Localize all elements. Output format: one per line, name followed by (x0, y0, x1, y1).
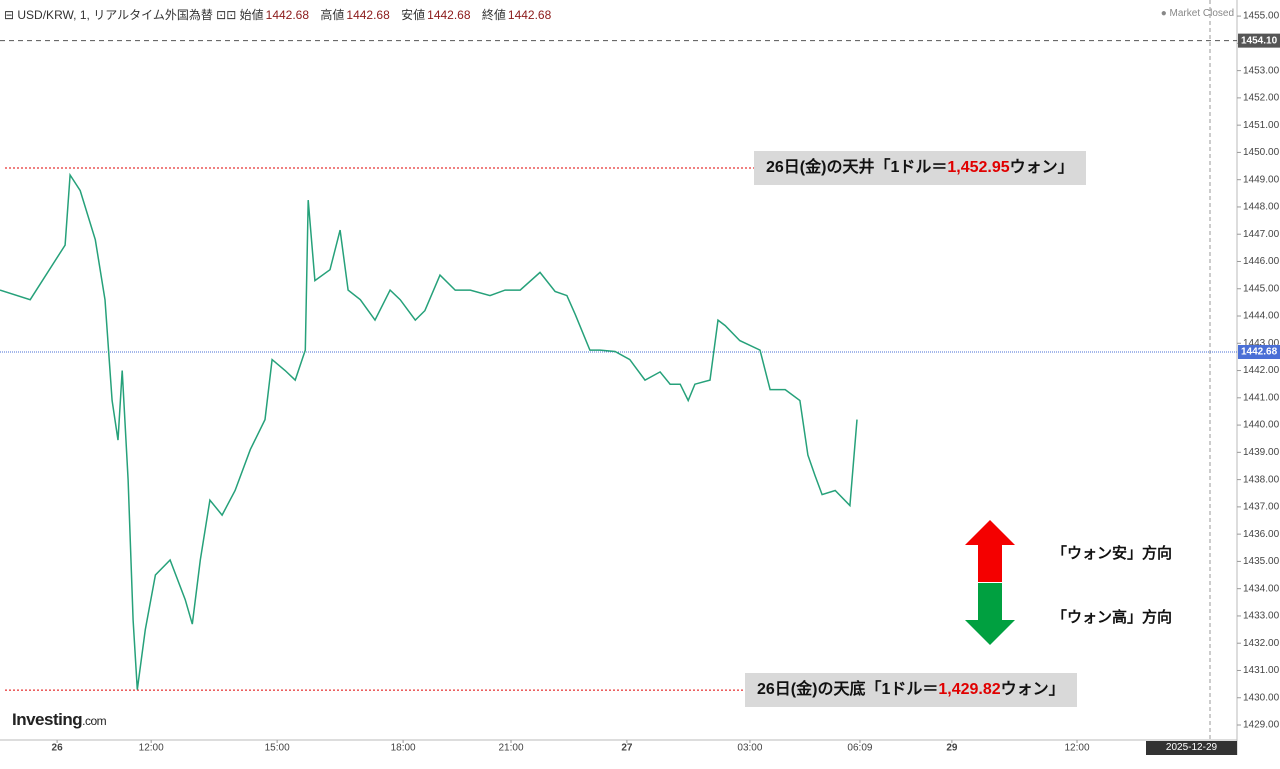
y-tick-label: 1455.00 (1243, 11, 1280, 22)
annotation-box: 26日(金)の天底「1ドル＝1,429.82ウォン」 (745, 673, 1077, 707)
x-tick-label: 12:00 (1065, 743, 1090, 754)
price-tag-label: 1442.68 (1241, 347, 1278, 358)
ohlc-label: 終値 (481, 8, 506, 22)
price-line-series (0, 172, 858, 690)
y-tick-label: 1433.00 (1243, 611, 1280, 622)
legend-up: 「ウォン安」方向 (1052, 545, 1173, 562)
y-tick-label: 1447.00 (1243, 229, 1280, 240)
legend-down: 「ウォン高」方向 (1052, 609, 1173, 626)
logo: Investing.com (12, 710, 107, 730)
price-tag (1238, 33, 1280, 48)
y-tick-label: 1435.00 (1243, 556, 1280, 567)
y-tick-label: 1449.00 (1243, 174, 1280, 185)
ohlc-value: 1442.68 (507, 8, 552, 22)
x-tick-label: 29 (946, 743, 958, 754)
y-tick-label: 1444.00 (1243, 311, 1280, 322)
header: ⊟ USD/KRW, 1, リアルタイム外国為替 ⊡⊡ 始値 1442.68 高値… (4, 8, 552, 22)
status-text: Market Closed (1169, 8, 1234, 19)
y-tick-label: 1430.00 (1243, 692, 1280, 703)
y-tick-label: 1440.00 (1243, 420, 1280, 431)
x-tick-label: 03:00 (737, 743, 762, 754)
logo-suffix: .com (82, 714, 107, 728)
x-tick-label: 12:00 (139, 743, 164, 754)
y-tick-label: 1451.00 (1243, 120, 1280, 131)
annotation-text: ウォン」 (1000, 681, 1065, 698)
y-tick-label: 1452.00 (1243, 93, 1280, 104)
y-tick-label: 1446.00 (1243, 256, 1280, 267)
annotation-text: ウォン」 (1009, 159, 1074, 176)
ohlc-value: 1442.68 (427, 8, 471, 22)
y-tick-label: 1431.00 (1243, 665, 1280, 676)
annotation-text: 26日(金)の天底「1ドル＝ (757, 681, 939, 698)
y-tick-label: 1441.00 (1243, 392, 1280, 403)
x-tick-label: 18:00 (391, 743, 416, 754)
x-tick-label: 06:09 (847, 743, 872, 754)
price-tag (1238, 345, 1280, 360)
y-tick-label: 1432.00 (1243, 638, 1280, 649)
y-tick-label: 1442.00 (1243, 365, 1280, 376)
y-tick-label: 1443.00 (1243, 338, 1280, 349)
y-tick-label: 1438.00 (1243, 474, 1280, 485)
ohlc-label: 安値 (401, 8, 426, 22)
y-tick-label: 1450.00 (1243, 147, 1280, 158)
x-tick-label: 15:00 (265, 743, 290, 754)
ohlc-value: 1442.68 (346, 8, 390, 22)
y-tick-label: 1434.00 (1243, 583, 1280, 594)
y-tick-label: 1448.00 (1243, 202, 1280, 213)
annotation-box: 26日(金)の天井「1ドル＝1,452.95ウォン」 (754, 151, 1086, 185)
y-tick-label: 1453.00 (1243, 65, 1280, 76)
ohlc-label: 始値 (239, 8, 264, 22)
annotation-price: 1,452.95 (947, 159, 1010, 176)
symbol: USD/KRW, 1, リアルタイム外国為替 (17, 8, 213, 22)
y-tick-label: 1429.00 (1243, 720, 1280, 731)
ohlc-label: 高値 (320, 8, 345, 22)
y-tick-label: 1437.00 (1243, 502, 1280, 513)
logo-name: Investing (12, 710, 83, 729)
annotation-price: 1,429.82 (938, 681, 1001, 698)
crosshair-label: 2025-12-29 15:10:00 (1146, 741, 1237, 767)
x-tick-label: 26 (52, 743, 64, 754)
arrow-down (965, 583, 1015, 645)
x-tick-label: 21:00 (498, 743, 523, 754)
price-tag-label: 1454.10 (1241, 35, 1278, 46)
y-tick-label: 1436.00 (1243, 529, 1280, 540)
y-tick-label: 1445.00 (1243, 283, 1280, 294)
ohlc-value: 1442.68 (265, 8, 310, 22)
annotation-text: 26日(金)の天井「1ドル＝ (766, 159, 948, 176)
x-tick-label: 27 (621, 743, 633, 754)
status: ● Market Closed (1160, 8, 1234, 19)
y-tick-label: 1439.00 (1243, 447, 1280, 458)
arrow-up (965, 520, 1015, 582)
